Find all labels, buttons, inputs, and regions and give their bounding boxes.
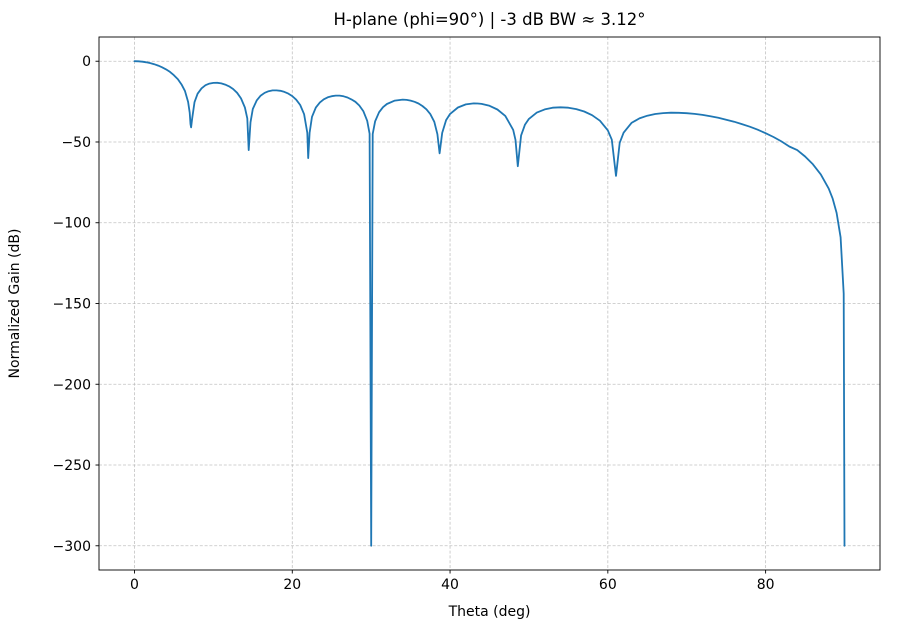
y-tick-label: −100 [53, 216, 91, 232]
y-tick-label: −200 [53, 377, 91, 393]
chart-title: H-plane (phi=90°) | -3 dB BW ≈ 3.12° [334, 10, 646, 29]
series-line [133, 60, 846, 547]
y-tick-label: −50 [61, 135, 91, 151]
x-tick-label: 40 [441, 577, 459, 593]
x-axis-label: Theta (deg) [448, 604, 531, 620]
y-tick-label: −250 [53, 458, 91, 474]
x-tick-label: 60 [599, 577, 617, 593]
data-layer [133, 60, 846, 547]
y-tick-label: 0 [82, 54, 91, 70]
x-tick-label: 80 [757, 577, 775, 593]
y-tick-label: −150 [53, 297, 91, 313]
grid-layer [99, 37, 880, 570]
x-tick-label: 20 [283, 577, 301, 593]
y-axis-label: Normalized Gain (dB) [7, 229, 23, 379]
x-tick-label: 0 [130, 577, 139, 593]
axis-layer: 0 20 40 60 80 0 −50 −100 −150 −200 −250 −300 [53, 54, 775, 593]
y-tick-label: −300 [53, 539, 91, 555]
